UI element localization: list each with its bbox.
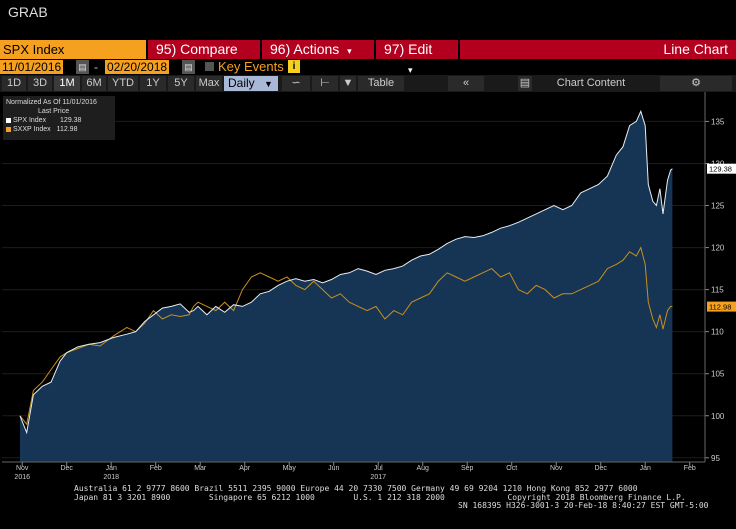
chart-content-icon: ▤ bbox=[518, 76, 532, 91]
x-axis: Nov Dec Jan Feb Mar Apr May Jun Jul Aug Sep Oct Nov D… bbox=[2, 461, 705, 481]
y-tick-label: 95 bbox=[711, 454, 720, 463]
start-calendar-icon[interactable]: ▤ bbox=[76, 60, 89, 74]
compare-button[interactable]: 95) Compare bbox=[148, 40, 260, 59]
x-tick-label: Oct bbox=[506, 465, 517, 472]
x-year-label: 2018 bbox=[103, 474, 119, 481]
edit-label: 97) Edit bbox=[384, 41, 433, 57]
period-ytd-button[interactable]: YTD bbox=[108, 76, 138, 91]
legend-item-spx[interactable]: SPX Index 129.38 bbox=[6, 116, 112, 125]
date-separator: - bbox=[94, 60, 98, 74]
chart-type-label[interactable]: Line Chart bbox=[460, 40, 736, 59]
key-events-checkbox[interactable] bbox=[205, 62, 214, 71]
x-tick-label: Feb bbox=[150, 465, 162, 472]
settings-gear-icon[interactable]: ⚙ bbox=[660, 76, 732, 91]
actions-dropdown-icon: ▾ bbox=[347, 46, 352, 56]
last-price-labels: 129.38 112.98 bbox=[707, 163, 736, 312]
start-date-field[interactable]: 11/01/2016 bbox=[0, 60, 64, 74]
x-tick-label: Nov bbox=[550, 465, 563, 472]
x-tick-label: Feb bbox=[684, 465, 696, 472]
edit-dropdown-icon: ▾ bbox=[408, 65, 413, 75]
footer-line-2: Japan 81 3 3201 8900 Singapore 65 6212 1… bbox=[74, 492, 686, 502]
y-tick-label: 100 bbox=[711, 412, 725, 421]
info-icon[interactable]: i bbox=[288, 60, 300, 73]
spx-area-fill bbox=[20, 111, 673, 463]
frequency-select[interactable]: Daily ▼ bbox=[224, 76, 278, 91]
window-title: GRAB bbox=[8, 4, 48, 20]
legend-swatch-sxxp bbox=[6, 126, 11, 132]
actions-button[interactable]: 96) Actions ▾ bbox=[262, 40, 374, 59]
x-tick-label: May bbox=[283, 465, 297, 472]
footer-line-3: SN 168395 H326-3001-3 20-Feb-18 8:40:27 … bbox=[458, 501, 709, 510]
line-style-icon[interactable]: ∽ bbox=[282, 76, 310, 91]
chart-content-button[interactable]: Chart Content bbox=[556, 77, 626, 89]
period-toolbar: 1D 3D 1M 6M YTD 1Y 5Y Max Daily ▼ ∽ ⊢ ▼ … bbox=[0, 75, 736, 92]
legend-swatch-spx bbox=[6, 117, 11, 123]
period-6m-button[interactable]: 6M bbox=[82, 76, 106, 91]
period-1m-button[interactable]: 1M bbox=[54, 76, 80, 91]
x-tick-label: Jul bbox=[374, 465, 383, 472]
x-tick-label: Aug bbox=[416, 465, 429, 472]
y-tick-label: 115 bbox=[711, 286, 724, 295]
y-axis: 95100105110115120125130135 bbox=[704, 92, 725, 463]
period-3d-button[interactable]: 3D bbox=[28, 76, 52, 91]
frequency-dropdown-icon: ▼ bbox=[264, 79, 273, 89]
footer: Australia 61 2 9777 8600 Brazil 5511 239… bbox=[0, 484, 736, 529]
legend-sxxp-value: 112.98 bbox=[56, 126, 78, 133]
x-tick-label: Jun bbox=[328, 465, 339, 472]
end-calendar-icon[interactable]: ▤ bbox=[182, 60, 195, 74]
footer-line-1: Australia 61 2 9777 8600 Brazil 5511 239… bbox=[74, 484, 638, 493]
legend-spx-name: SPX Index bbox=[13, 117, 47, 124]
x-tick-label: Nov bbox=[16, 465, 29, 472]
y-tick-label: 135 bbox=[711, 117, 725, 126]
period-1y-button[interactable]: 1Y bbox=[140, 76, 166, 91]
edit-button[interactable]: 97) Edit ▾ bbox=[376, 40, 458, 75]
x-tick-label: Jan bbox=[106, 465, 117, 472]
y-tick-label: 120 bbox=[711, 244, 725, 253]
last-price-tag-bg bbox=[707, 163, 736, 174]
x-year-label: 2016 bbox=[14, 474, 30, 481]
main-toolbar: SPX Index 95) Compare 96) Actions ▾ 97) … bbox=[0, 40, 736, 75]
x-tick-label: Apr bbox=[239, 465, 251, 472]
ticker-input[interactable]: SPX Index bbox=[0, 40, 146, 59]
tool-dropdown-icon[interactable]: ▼ bbox=[340, 76, 356, 91]
legend-last-price-header: Last Price bbox=[38, 108, 70, 115]
x-tick-label: Mar bbox=[194, 465, 207, 472]
y-tick-label: 105 bbox=[711, 370, 725, 379]
legend-header: Normalized As Of 11/01/2016 bbox=[6, 99, 97, 106]
legend-spx-value: 129.38 bbox=[60, 117, 82, 124]
legend-item-sxxp[interactable]: SXXP Index 112.98 bbox=[6, 125, 112, 134]
end-date-field[interactable]: 02/20/2018 bbox=[105, 60, 170, 74]
date-range-bar: 11/01/2016 ▤ - 02/20/2018 ▤ Key Events i bbox=[0, 59, 736, 75]
y-tick-label: 125 bbox=[711, 202, 725, 211]
price-chart[interactable]: 95100105110115120125130135 NovDecJanFebM… bbox=[0, 92, 736, 485]
actions-label: 96) Actions bbox=[270, 41, 340, 57]
legend-sxxp-name: SXXP Index bbox=[13, 126, 51, 133]
x-tick-label: Dec bbox=[594, 465, 607, 472]
crosshair-icon[interactable]: ⊢ bbox=[312, 76, 338, 91]
key-events-label: Key Events bbox=[218, 59, 284, 74]
x-tick-label: Dec bbox=[60, 465, 73, 472]
last-price-tag: 112.98 bbox=[709, 303, 731, 312]
compare-label: 95) Compare bbox=[156, 41, 238, 57]
period-1d-button[interactable]: 1D bbox=[2, 76, 26, 91]
x-tick-label: Sep bbox=[461, 465, 474, 472]
table-button[interactable]: Table bbox=[358, 76, 404, 91]
x-tick-label: Jan bbox=[640, 465, 651, 472]
y-tick-label: 110 bbox=[711, 328, 724, 337]
x-year-label: 2017 bbox=[370, 474, 386, 481]
collapse-left-icon[interactable]: « bbox=[448, 76, 484, 91]
spx-series-line bbox=[19, 109, 673, 435]
period-max-button[interactable]: Max bbox=[196, 76, 222, 91]
period-5y-button[interactable]: 5Y bbox=[168, 76, 194, 91]
chart-legend[interactable]: Normalized As Of 11/01/2016 Last Price S… bbox=[3, 96, 115, 140]
last-price-tag-bg bbox=[707, 301, 736, 312]
last-price-tag: 129.38 bbox=[709, 165, 732, 174]
frequency-label: Daily bbox=[228, 76, 255, 90]
